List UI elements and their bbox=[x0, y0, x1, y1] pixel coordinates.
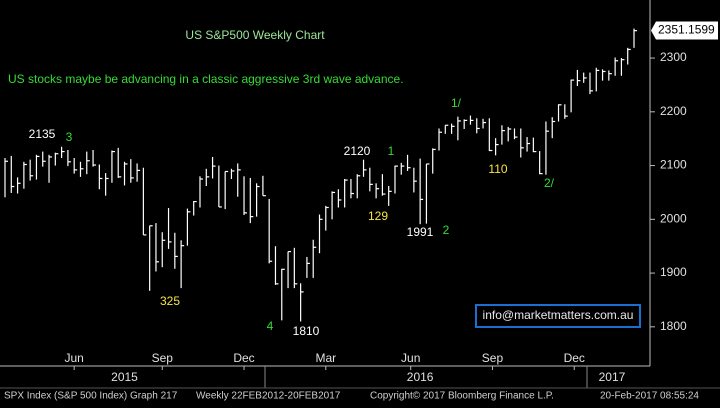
y-tick-label: 2100 bbox=[660, 158, 687, 172]
annotation: 2/ bbox=[544, 176, 555, 190]
annotation: 110 bbox=[488, 162, 507, 176]
x-tick-label: Dec bbox=[233, 351, 254, 365]
chart-subtitle: US stocks maybe be advancing in a classi… bbox=[8, 72, 404, 86]
annotation: 2 bbox=[443, 223, 450, 237]
annotation: 129 bbox=[368, 209, 388, 223]
annotation: 2135 bbox=[29, 127, 56, 141]
year-label: 2017 bbox=[599, 370, 626, 384]
x-tick-label: Jun bbox=[65, 351, 84, 365]
price-box bbox=[651, 21, 718, 40]
footer-text: SPX Index (S&P 500 Index) Graph 217 bbox=[4, 391, 178, 402]
x-tick-label: Jun bbox=[401, 351, 420, 365]
annotation: 1 bbox=[388, 144, 395, 158]
annotation: 325 bbox=[160, 294, 180, 308]
annotation: 4 bbox=[267, 319, 274, 333]
footer-text: Weekly 22FEB2012-20FEB2017 bbox=[196, 391, 341, 402]
annotation: 2120 bbox=[344, 144, 371, 158]
x-tick-label: Dec bbox=[564, 351, 585, 365]
footer-text: Copyright© 2017 Bloomberg Finance L.P. bbox=[370, 391, 554, 402]
x-tick-label: Sep bbox=[482, 351, 504, 365]
y-tick-label: 2300 bbox=[660, 50, 687, 64]
annotation: 1991 bbox=[407, 225, 434, 239]
x-tick-label: Sep bbox=[152, 351, 174, 365]
y-tick-label: 2000 bbox=[660, 211, 687, 225]
footer-text: 20-Feb-2017 08:55:24 bbox=[600, 391, 699, 402]
annotation: 1/ bbox=[451, 96, 462, 110]
info-text: info@marketmatters.com.au bbox=[483, 308, 634, 322]
annotation: 3 bbox=[66, 130, 73, 144]
y-tick-label: 2200 bbox=[660, 104, 687, 118]
info-box bbox=[475, 304, 641, 328]
x-tick-label: Mar bbox=[315, 351, 336, 365]
year-label: 2015 bbox=[111, 370, 138, 384]
chart-title: US S&P500 Weekly Chart bbox=[185, 28, 325, 42]
y-tick-label: 1900 bbox=[660, 265, 687, 279]
year-label: 2016 bbox=[407, 370, 434, 384]
y-tick-label: 1800 bbox=[660, 319, 687, 333]
annotation: 1810 bbox=[293, 324, 320, 338]
last-price: 2351.1599 bbox=[658, 23, 715, 37]
